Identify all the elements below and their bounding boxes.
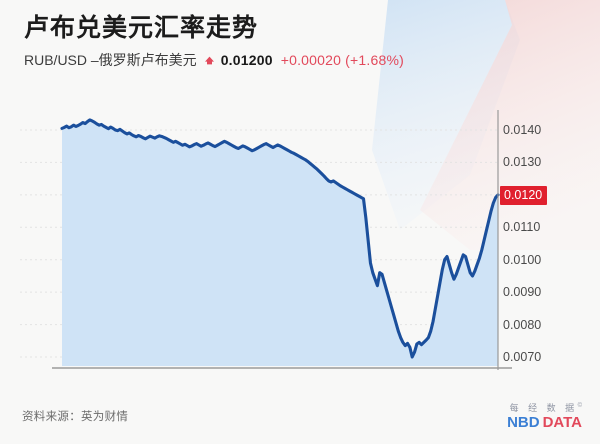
pair-label: RUB/USD –俄罗斯卢布美元 (24, 52, 197, 68)
y-axis-current-badge: 0.0120 (500, 185, 548, 205)
y-axis-tick-label: 0.0070 (503, 350, 542, 364)
y-axis-tick-label: 0.0140 (503, 123, 542, 137)
y-axis-labels: 0.0140 0.0130 0.0120 0.0110 0.0100 0.0090 0.00… (500, 100, 593, 385)
source-note: 资料来源：英为财情 (22, 411, 129, 423)
logo-chinese: 每 经 数 据© (507, 400, 582, 414)
logo-chinese-text: 每 经 数 据 (509, 403, 578, 413)
current-price: 0.01200 (220, 52, 273, 68)
logo-english: NBD DATA (507, 414, 582, 431)
y-axis-tick-label: 0.0130 (503, 155, 542, 170)
y-axis-tick-label: 0.0110 (503, 220, 541, 235)
chart-line (60, 118, 500, 359)
page-title: 卢布兑美元汇率走势 (24, 14, 259, 42)
y-axis-tick-label: 0.0090 (503, 285, 542, 300)
logo-nbd-text: NBD (507, 414, 540, 431)
copyright-mark: © (577, 403, 582, 409)
brand-logo: 每 经 数 据© NBD DATA (507, 400, 582, 431)
logo-data-text: DATA (542, 414, 582, 431)
up-arrow-icon (204, 52, 215, 70)
price-change: +0.00020 (+1.68%) (280, 52, 404, 68)
chart-area-fill (62, 119, 498, 366)
chart-header: 卢布兑美元汇率走势 RUB/USD –俄罗斯卢布美元 0.01200 +0.00… (24, 10, 404, 69)
y-axis-tick-label: 0.0080 (503, 317, 542, 332)
quote-line: RUB/USD –俄罗斯卢布美元 0.01200 +0.00020 (+1.68… (24, 51, 404, 69)
chart-footer: 资料来源：英为财情 每 经 数 据© NBD DATA (0, 394, 600, 444)
y-axis-tick-label: 0.0100 (503, 252, 542, 267)
